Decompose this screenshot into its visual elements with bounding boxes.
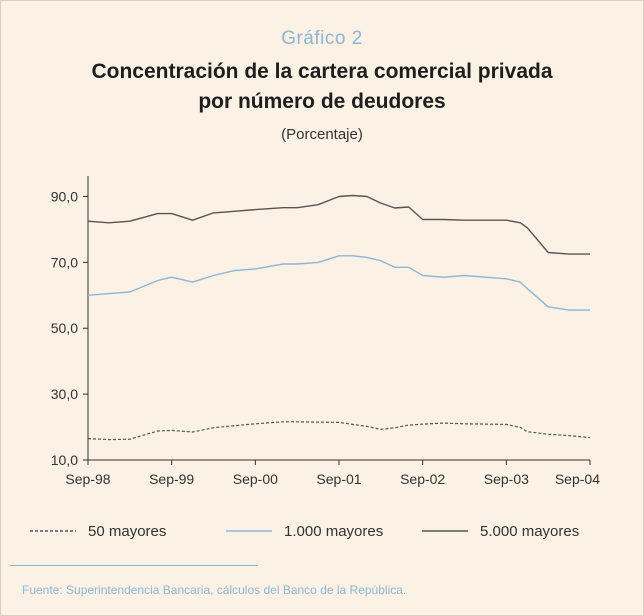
- x-tick-label: Sep-02: [400, 471, 445, 487]
- y-tick-label: 90,0: [51, 188, 78, 204]
- series-layer: [87, 194, 591, 441]
- source-note: Fuente: Superintendencia Bancaria, cálcu…: [22, 583, 407, 597]
- x-tick-label: Sep-04: [555, 471, 600, 487]
- legend-label-2: 1.000 mayores: [284, 523, 383, 540]
- legend-label-3: 5.000 mayores: [480, 523, 579, 540]
- y-tick-label: 70,0: [51, 254, 78, 270]
- chart-legend: 50 mayores 1.000 mayores 5.000 mayores: [30, 523, 579, 540]
- series-line-3: [87, 194, 590, 255]
- x-tick-label: Sep-98: [65, 471, 110, 487]
- x-tick-label: Sep-00: [233, 471, 278, 487]
- x-tick-label: Sep-99: [149, 471, 194, 487]
- x-tick-label: Sep-03: [484, 471, 529, 487]
- y-tick-label: 30,0: [51, 386, 78, 402]
- chart-title-line-1: Concentración de la cartera comercial pr…: [91, 60, 553, 83]
- unit-label: (Porcentaje): [281, 126, 363, 143]
- legend-label-1: 50 mayores: [88, 523, 166, 540]
- chart-axes: 10,0 30,0 50,0 70,0 90,0 Sep-98 Sep-99 Sep-00 Se…: [51, 176, 600, 487]
- series-line-2: [87, 255, 590, 311]
- x-tick-label: Sep-01: [316, 471, 361, 487]
- y-tick-label: 10,0: [51, 452, 78, 468]
- line-chart: 10,0 30,0 50,0 70,0 90,0 Sep-98 Sep-99 Sep-00 Se…: [30, 176, 600, 540]
- source-divider: [10, 565, 258, 566]
- y-tick-label: 50,0: [51, 320, 78, 336]
- chart-title-line-2: por número de deudores: [198, 90, 446, 113]
- series-line-1: [87, 421, 591, 441]
- figure-number: Gráfico 2: [281, 28, 363, 49]
